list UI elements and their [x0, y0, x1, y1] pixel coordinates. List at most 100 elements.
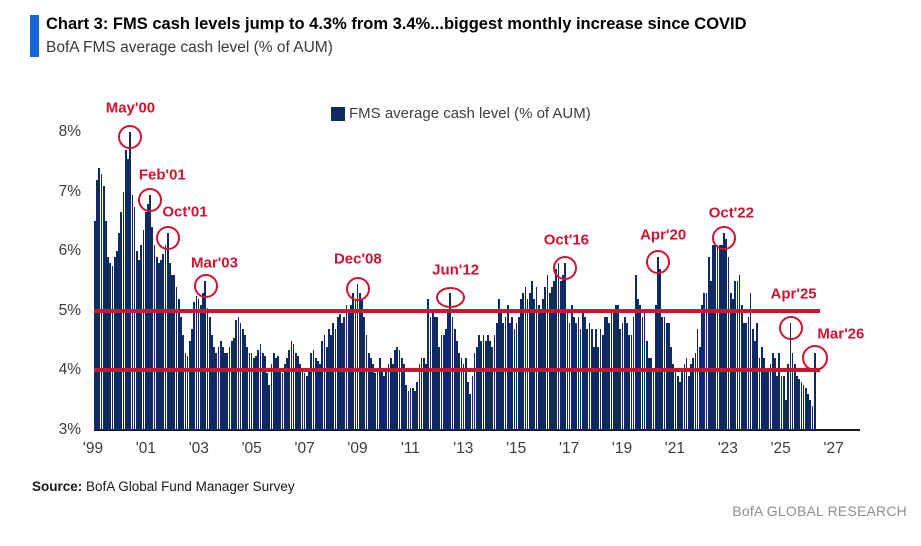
bar	[573, 316, 575, 430]
bar	[696, 328, 699, 430]
bar	[548, 292, 551, 430]
bar	[740, 304, 743, 430]
bar	[279, 370, 282, 430]
bar	[641, 316, 644, 430]
bar	[387, 364, 390, 430]
bar	[723, 233, 725, 430]
bar	[544, 286, 547, 430]
bar	[361, 298, 363, 430]
bar	[418, 364, 421, 430]
bar	[257, 349, 260, 430]
bar	[798, 379, 801, 430]
bar	[623, 316, 626, 430]
bar	[771, 352, 774, 430]
bar	[509, 322, 511, 430]
bar	[449, 292, 452, 430]
y-axis-tick: 7%	[58, 182, 81, 200]
annotation-circle	[138, 187, 163, 212]
bar	[118, 233, 120, 430]
bar	[354, 298, 357, 430]
x-axis-tick: '19	[611, 440, 633, 457]
bar	[407, 391, 410, 430]
bar	[288, 349, 291, 430]
bar	[228, 346, 231, 430]
bar	[422, 358, 425, 430]
annotation-circle	[712, 226, 737, 251]
bar	[120, 212, 123, 430]
bar	[233, 337, 235, 430]
bar	[632, 316, 635, 430]
bar	[562, 275, 564, 430]
bar	[513, 328, 516, 430]
bar	[171, 275, 173, 430]
annotation-circle	[553, 256, 578, 281]
bar	[524, 286, 527, 430]
bar	[460, 358, 463, 430]
bar	[590, 328, 593, 430]
annotation-label: Dec'08	[333, 250, 382, 268]
bar	[480, 340, 483, 430]
bar	[520, 298, 522, 430]
bar	[787, 364, 789, 430]
bar	[332, 322, 335, 430]
bar	[718, 245, 721, 430]
bar	[374, 373, 377, 430]
bar	[111, 266, 114, 430]
bar	[608, 322, 611, 430]
bar	[356, 283, 359, 430]
bar	[453, 328, 456, 430]
bar	[628, 334, 631, 430]
bar	[489, 340, 491, 430]
bar	[621, 322, 624, 430]
bar	[701, 304, 703, 430]
bar	[409, 388, 412, 430]
bar	[325, 346, 328, 430]
bar	[568, 322, 571, 430]
bar	[785, 400, 787, 430]
bar	[277, 355, 279, 430]
bar	[456, 340, 458, 430]
bar	[802, 385, 805, 430]
bar	[188, 340, 191, 430]
brand-mark: BofA GLOBAL RESEARCH	[732, 503, 907, 519]
y-axis-tick: 6%	[58, 242, 81, 260]
bar	[791, 352, 794, 430]
bar	[685, 358, 688, 430]
bar	[107, 257, 109, 430]
bar	[264, 355, 266, 430]
y-axis-tick: 8%	[58, 123, 81, 140]
bar	[487, 334, 489, 430]
annotation-label: May'00	[105, 99, 156, 117]
bar	[473, 352, 476, 430]
x-axis-tick: '25	[770, 440, 791, 457]
bar	[511, 316, 514, 430]
bar	[767, 370, 770, 430]
annotation-circle	[345, 276, 370, 301]
bar	[654, 304, 657, 430]
bar	[358, 292, 361, 430]
bar	[414, 391, 416, 430]
bar	[241, 328, 244, 430]
bar	[219, 340, 222, 430]
bar	[584, 316, 586, 430]
annotation-label: Feb'01	[138, 166, 186, 184]
bar	[197, 298, 200, 430]
bar	[383, 376, 385, 430]
bar	[754, 340, 756, 430]
bar	[774, 358, 776, 430]
bar	[475, 346, 478, 430]
bar	[595, 328, 597, 430]
bar	[736, 281, 739, 430]
bar	[705, 292, 708, 430]
bar	[398, 349, 401, 430]
legend: FMS average cash level (% of AUM)	[331, 105, 591, 122]
bar	[606, 316, 608, 430]
bar	[180, 316, 182, 430]
bar	[246, 346, 249, 430]
bar	[272, 352, 275, 430]
legend-label: FMS average cash level (% of AUM)	[349, 105, 591, 122]
bar	[259, 343, 262, 430]
x-axis-tick: '11	[400, 440, 420, 457]
bar	[317, 361, 319, 430]
